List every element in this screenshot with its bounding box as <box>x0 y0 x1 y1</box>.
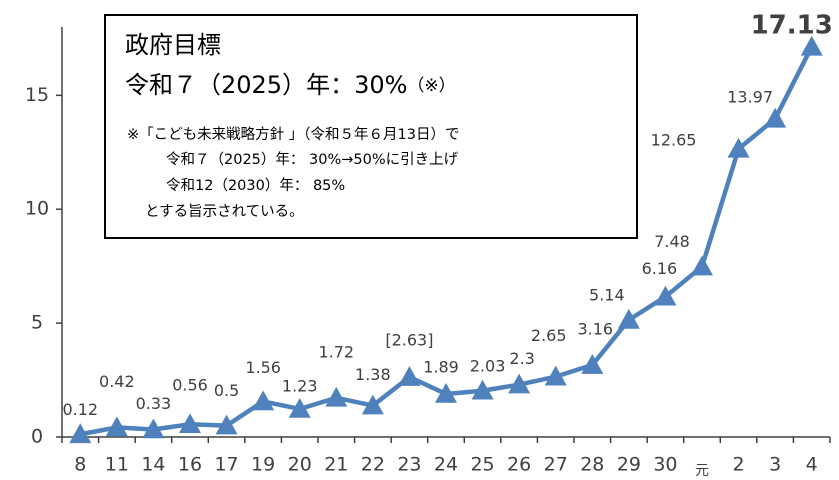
x-tick-label: 14 <box>141 454 165 476</box>
x-tick-label: 11 <box>105 454 129 476</box>
point-marker <box>288 397 311 418</box>
note-line: 令和12（2030）年： 85% <box>166 177 345 194</box>
point-marker <box>727 137 750 158</box>
value-label: 2.03 <box>470 356 506 375</box>
target-text: 令和７（2025）年：30% <box>125 71 407 99</box>
value-label: [2.63] <box>385 331 433 350</box>
x-tick-label: 20 <box>288 454 312 476</box>
point-marker <box>544 365 567 386</box>
value-label: 13.97 <box>727 87 773 106</box>
point-marker <box>617 308 640 329</box>
x-tick-label: 16 <box>178 454 202 476</box>
point-marker <box>179 413 201 434</box>
point-marker <box>691 255 713 276</box>
value-label: 0.56 <box>172 376 208 395</box>
point-marker <box>581 354 604 374</box>
note-line: 令和７（2025）年： 30%→50%に引き上げ <box>166 151 459 168</box>
x-tick-label: 22 <box>361 454 385 476</box>
value-label: 2.65 <box>531 326 567 345</box>
value-label: 5.14 <box>589 285 625 304</box>
x-tick-label: 27 <box>544 454 568 476</box>
point-marker <box>800 35 823 56</box>
annotation-box <box>104 14 638 239</box>
value-label: 6.16 <box>642 259 678 278</box>
value-label: 0.12 <box>62 400 98 419</box>
value-label: 2.3 <box>509 349 534 368</box>
value-label: 0.42 <box>99 372 135 391</box>
note-line: ※「こども未来戦略方針 」（令和５年６月13日）で <box>127 126 459 143</box>
point-marker <box>508 373 531 394</box>
x-tick-label: 元 <box>695 463 709 479</box>
point-marker <box>142 418 165 439</box>
note-line: とする旨示されている。 <box>145 203 304 220</box>
value-label: 0.33 <box>136 394 172 413</box>
value-label: 1.56 <box>245 358 281 377</box>
x-tick-label: 4 <box>806 454 818 476</box>
point-marker <box>252 390 275 411</box>
y-tick-label: 15 <box>25 84 49 106</box>
point-marker <box>215 414 238 435</box>
value-label: 12.65 <box>651 130 697 149</box>
point-marker <box>435 382 457 403</box>
x-tick-label: 24 <box>434 454 458 476</box>
x-tick-label: 19 <box>251 454 275 476</box>
value-label: 7.48 <box>654 232 690 251</box>
x-tick-label: 23 <box>397 454 421 476</box>
value-label: 0.5 <box>214 381 239 400</box>
point-marker <box>69 423 92 444</box>
x-tick-label: 25 <box>470 454 494 476</box>
value-label: 1.89 <box>423 357 459 376</box>
x-tick-label: 21 <box>324 454 348 476</box>
x-tick-label: 17 <box>214 454 238 476</box>
x-tick-label: 29 <box>617 454 641 476</box>
annotation-target: 令和７（2025）年：30%（※） <box>125 71 456 99</box>
target-mark: （※） <box>407 76 455 96</box>
x-tick-label: 2 <box>733 454 745 476</box>
point-marker <box>654 285 677 306</box>
value-label: 3.16 <box>577 320 613 339</box>
x-tick-label: 3 <box>769 454 781 476</box>
y-tick-label: 0 <box>31 426 43 448</box>
x-tick-label: 28 <box>580 454 604 476</box>
point-marker <box>361 394 384 415</box>
value-label: 1.38 <box>355 365 391 384</box>
point-marker <box>764 107 787 128</box>
value-label: 1.72 <box>318 342 354 361</box>
y-tick-label: 5 <box>31 312 43 334</box>
point-marker <box>398 366 421 386</box>
x-tick-label: 8 <box>74 454 86 476</box>
x-tick-label: 30 <box>653 454 677 476</box>
point-marker <box>471 379 494 400</box>
value-label: 17.13 <box>751 10 833 40</box>
value-label: 1.23 <box>282 376 318 395</box>
point-marker <box>325 386 348 407</box>
y-tick-label: 10 <box>25 198 49 220</box>
annotation-title: 政府目標 <box>125 31 221 59</box>
point-marker <box>105 416 128 437</box>
x-tick-label: 26 <box>507 454 531 476</box>
